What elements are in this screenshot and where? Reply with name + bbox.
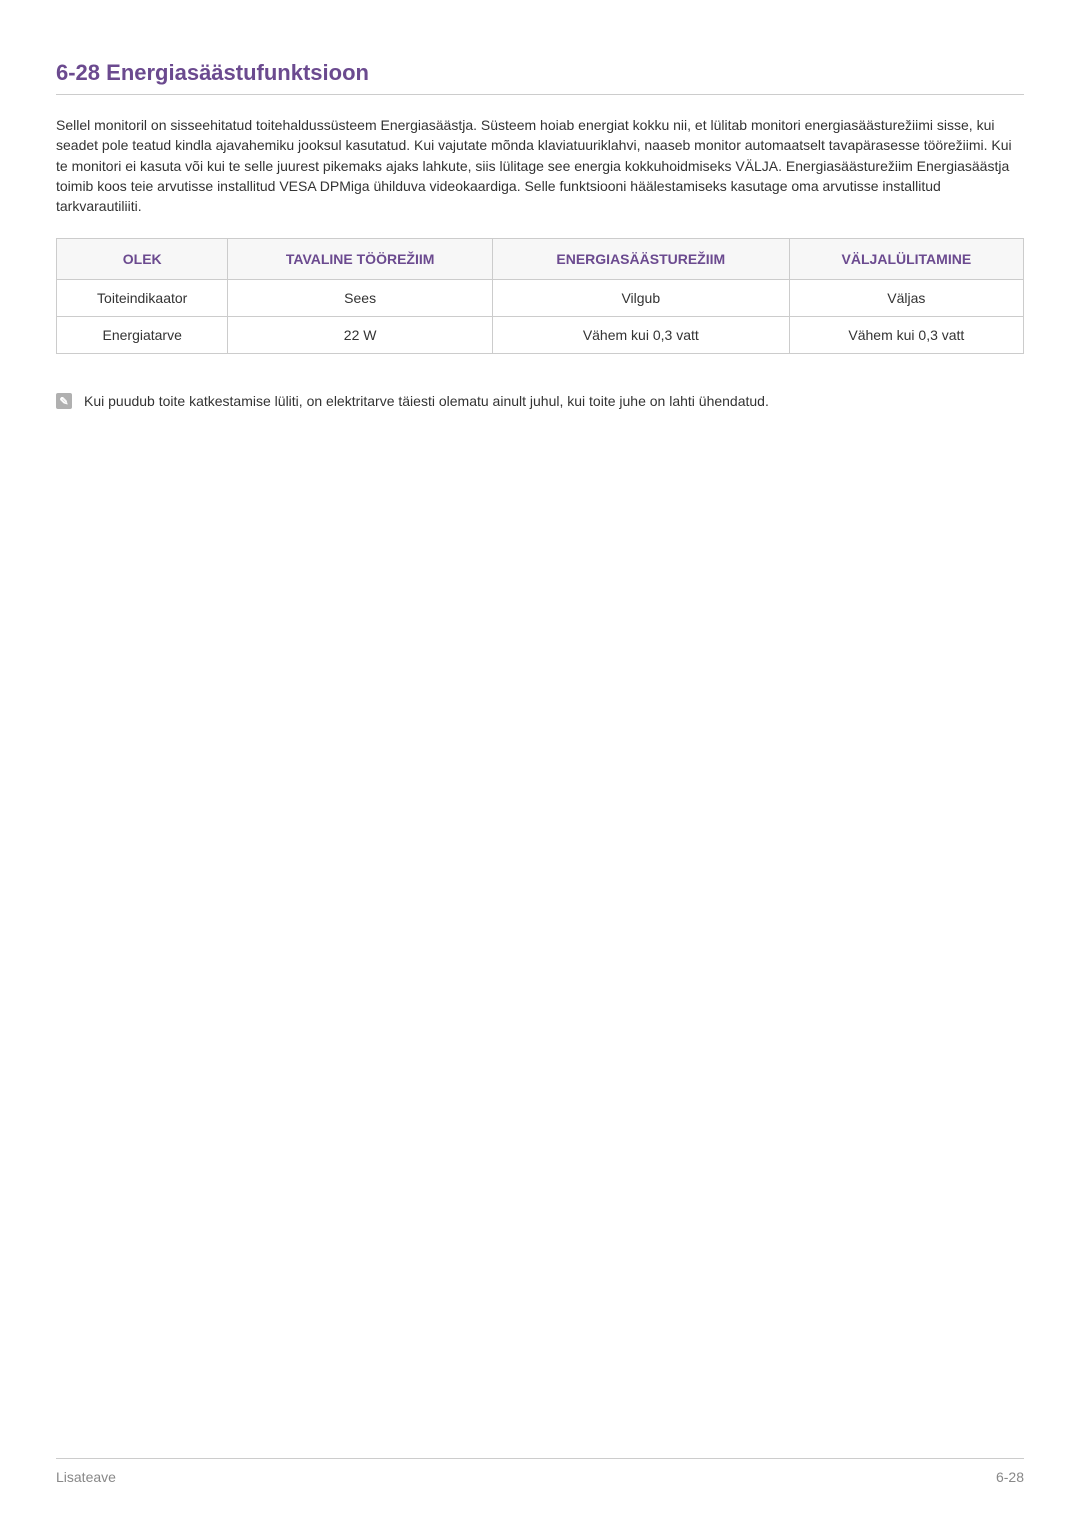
- table-row: Toiteindikaator Sees Vilgub Väljas: [57, 280, 1024, 317]
- intro-paragraph: Sellel monitoril on sisseehitatud toiteh…: [56, 115, 1024, 216]
- table-cell: Väljas: [789, 280, 1023, 317]
- table-cell: Vähem kui 0,3 vatt: [789, 317, 1023, 354]
- footer-left: Lisateave: [56, 1469, 116, 1485]
- section-heading: 6-28 Energiasäästufunktsioon: [56, 60, 1024, 95]
- page-footer: Lisateave 6-28: [56, 1458, 1024, 1485]
- table-header-row: OLEK TAVALINE TÖÖREŽIIM ENERGIASÄÄSTUREŽ…: [57, 239, 1024, 280]
- table-row: Energiatarve 22 W Vähem kui 0,3 vatt Väh…: [57, 317, 1024, 354]
- col-header: OLEK: [57, 239, 228, 280]
- col-header: TAVALINE TÖÖREŽIIM: [228, 239, 492, 280]
- table-cell: Vilgub: [492, 280, 789, 317]
- table-cell: Sees: [228, 280, 492, 317]
- table-cell: 22 W: [228, 317, 492, 354]
- note-block: ✎ Kui puudub toite katkestamise lüliti, …: [56, 392, 1024, 412]
- note-icon: ✎: [56, 393, 72, 409]
- table-cell: Vähem kui 0,3 vatt: [492, 317, 789, 354]
- footer-right: 6-28: [996, 1469, 1024, 1485]
- power-mode-table: OLEK TAVALINE TÖÖREŽIIM ENERGIASÄÄSTUREŽ…: [56, 238, 1024, 354]
- table-cell: Energiatarve: [57, 317, 228, 354]
- col-header: VÄLJALÜLITAMINE: [789, 239, 1023, 280]
- col-header: ENERGIASÄÄSTUREŽIIM: [492, 239, 789, 280]
- table-cell: Toiteindikaator: [57, 280, 228, 317]
- note-text: Kui puudub toite katkestamise lüliti, on…: [84, 392, 769, 412]
